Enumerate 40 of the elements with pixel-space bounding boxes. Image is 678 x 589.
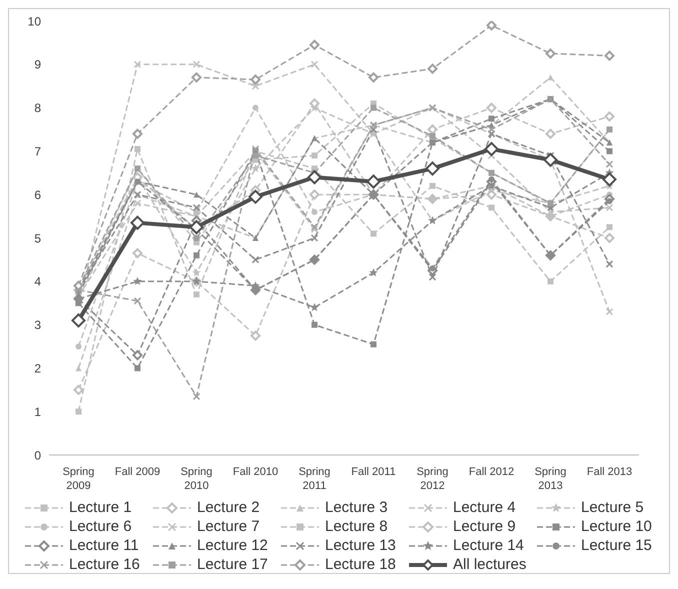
x-tick-label: Fall 2012 bbox=[468, 466, 514, 478]
y-tick-label: 7 bbox=[34, 144, 42, 158]
legend-label: Lecture 9 bbox=[453, 518, 516, 535]
legend-label: Lecture 15 bbox=[581, 537, 652, 554]
legend-label: Lecture 17 bbox=[197, 556, 268, 573]
legend-label: Lecture 7 bbox=[197, 518, 260, 535]
x-tick-label: Fall 2013 bbox=[586, 466, 632, 478]
legend-label: Lecture 11 bbox=[69, 537, 139, 554]
legend-label: Lecture 13 bbox=[325, 537, 396, 554]
x-tick-label: Spring 2012 bbox=[416, 466, 448, 492]
legend-label: Lecture 5 bbox=[581, 499, 644, 516]
legend-label: Lecture 2 bbox=[197, 499, 260, 516]
y-tick-label: 5 bbox=[34, 231, 42, 246]
legend-label: Lecture 10 bbox=[581, 518, 652, 535]
legend-label: Lecture 18 bbox=[325, 556, 396, 573]
legend-label: Lecture 4 bbox=[453, 499, 516, 516]
x-tick-label: Fall 2011 bbox=[351, 466, 396, 478]
y-tick-label: 3 bbox=[34, 318, 42, 332]
legend-label: Lecture 1 bbox=[69, 499, 132, 516]
y-tick-label: 1 bbox=[34, 404, 42, 419]
x-tick-label: Spring 2013 bbox=[534, 466, 566, 492]
y-tick-label: 0 bbox=[34, 448, 42, 462]
x-tick-label: Fall 2010 bbox=[232, 466, 278, 478]
y-tick-label: 4 bbox=[34, 274, 42, 289]
y-tick-label: 9 bbox=[34, 58, 42, 72]
y-tick-label: 2 bbox=[34, 361, 42, 376]
legend-label: Lecture 14 bbox=[453, 537, 524, 554]
legend-label: Lecture 16 bbox=[69, 556, 140, 573]
legend-label: Lecture 6 bbox=[69, 518, 132, 535]
x-tick-label: Spring 2010 bbox=[180, 466, 212, 492]
y-tick-label: 6 bbox=[34, 188, 42, 202]
legend-label: Lecture 12 bbox=[197, 537, 268, 554]
legend-label: Lecture 8 bbox=[325, 518, 388, 535]
legend-label: All lectures bbox=[453, 556, 526, 573]
x-tick-label: Fall 2009 bbox=[114, 466, 160, 478]
legend-label: Lecture 3 bbox=[325, 499, 388, 516]
x-tick-label: Spring 2011 bbox=[298, 466, 330, 492]
x-tick-label: Spring 2009 bbox=[62, 466, 94, 492]
y-tick-label: 8 bbox=[34, 101, 42, 116]
y-tick-label: 10 bbox=[28, 14, 42, 28]
